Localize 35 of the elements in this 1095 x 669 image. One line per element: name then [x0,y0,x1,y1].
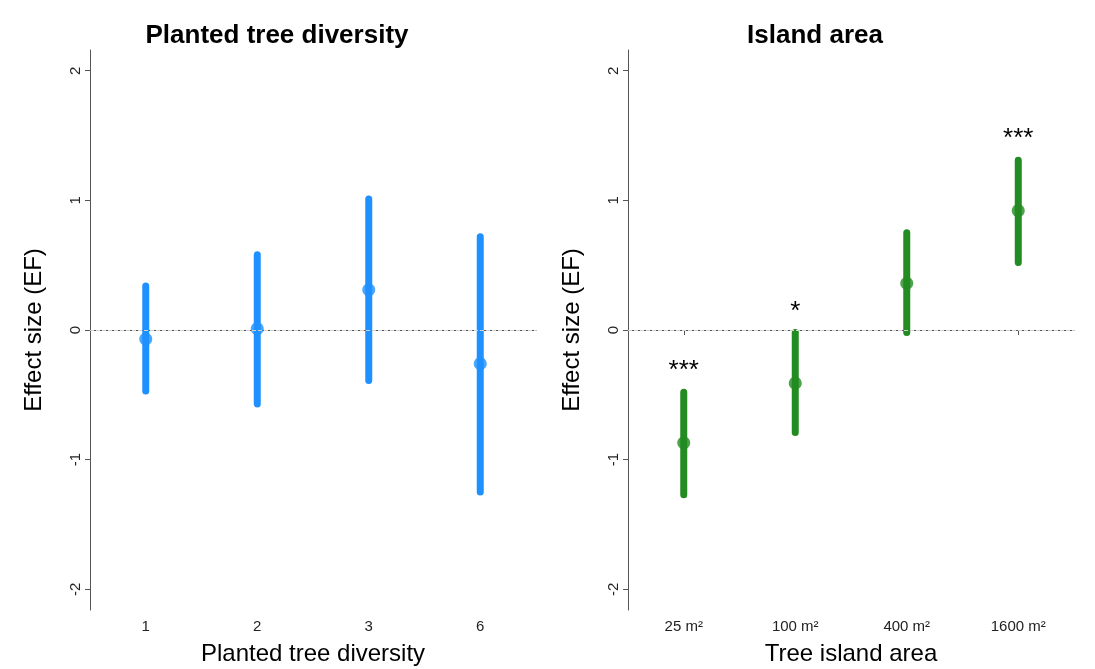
x-axis-title: Tree island area [764,638,938,666]
y-axis-title: Effect size (EF) [18,248,46,412]
x-tick-label: 1 [141,617,150,634]
x-tick-label: 1600 m² [990,617,1046,634]
annotation: *** [1003,122,1034,153]
x-tick-label: 400 m² [883,617,931,634]
y-tick-label: 2 [604,66,621,75]
y-tick-label: 0 [604,325,621,335]
y-tick-label: 0 [66,325,83,335]
chart-title: Planted tree diversity [145,19,410,49]
x-tick-label: 100 m² [771,617,819,634]
annotation: * [790,294,801,325]
annotation: *** [668,354,699,385]
y-tick-label: 1 [604,196,621,205]
point [788,376,802,390]
point [362,283,376,297]
y-tick-label: -1 [604,452,621,467]
point [677,436,691,450]
chart-title: Island area [747,19,884,49]
x-tick-label: 6 [476,617,485,634]
point [900,276,914,290]
x-tick-label: 25 m² [664,617,703,634]
y-tick-label: 1 [66,196,83,205]
y-axis-title: Effect size (EF) [556,248,584,412]
point [473,357,487,371]
point [250,322,264,336]
point [1011,204,1025,218]
x-axis-title: Planted tree diversity [200,638,426,666]
y-tick-label: -2 [604,582,621,596]
y-tick-label: -2 [66,582,83,596]
x-tick-label: 3 [364,617,373,634]
y-tick-label: 2 [66,66,83,75]
y-tick-label: -1 [66,452,83,467]
x-tick-label: 2 [253,617,262,634]
point [139,332,153,346]
